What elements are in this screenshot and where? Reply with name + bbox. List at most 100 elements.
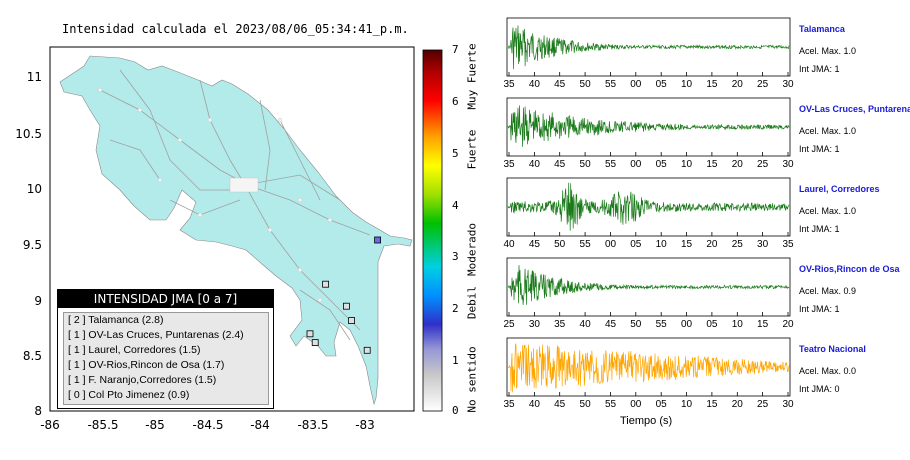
colorbar-tick: 2: [452, 302, 459, 315]
x-tick-label: -83.5: [297, 418, 329, 432]
trace-station-name: Laurel, Corredores: [799, 184, 880, 194]
waveform-tick-label: 20: [731, 159, 743, 170]
y-tick-label: 8: [34, 404, 42, 418]
x-tick-label: -83: [355, 418, 375, 432]
waveform-tick-label: 00: [630, 399, 642, 410]
trace-acel-max: Acel. Max. 0.9: [799, 286, 857, 296]
waveform-tick-label: 55: [604, 399, 617, 410]
legend-list: [ 2 ] Talamanca (2.8) [ 1 ] OV-Las Cruce…: [63, 312, 269, 405]
waveform-trace: [507, 265, 790, 305]
waveform-tick-label: 35: [503, 399, 515, 410]
colorbar-tick: 5: [452, 147, 459, 160]
waveform-tick-label: 00: [680, 319, 693, 330]
waveform-tick-label: 10: [680, 399, 693, 410]
y-tick-label: 10.5: [15, 127, 42, 141]
legend-item: [ 1 ] OV-Las Cruces, Puntarenas (2.4): [68, 329, 244, 341]
waveform-tick-label: 25: [731, 239, 743, 250]
waveform-tick-label: 55: [604, 159, 617, 170]
waveform-tick-label: 55: [579, 239, 591, 250]
x-tick-label: -85.5: [87, 418, 119, 432]
trace-int-jma: Int JMA: 1: [799, 64, 840, 74]
waveform-trace: [508, 25, 790, 70]
y-tick-label: 10: [26, 182, 42, 196]
waveform-trace: [507, 105, 790, 147]
waveform-tick-label: 25: [757, 79, 769, 90]
waveform-tick-label: 30: [782, 399, 794, 410]
waveform-tick-label: 15: [680, 239, 693, 250]
trace-int-jma: Int JMA: 1: [799, 224, 840, 234]
waveform-tick-label: 40: [503, 239, 515, 250]
waveform-frames: [506, 17, 791, 397]
y-tick-label: 8.5: [22, 349, 42, 363]
waveform-tick-label: 10: [655, 239, 667, 250]
waveform-tick-label: 00: [630, 79, 642, 90]
waveform-tick-label: 45: [604, 319, 617, 330]
colorbar-tick: 1: [452, 354, 459, 367]
trace-acel-max: Acel. Max. 1.0: [799, 126, 857, 136]
station-marker: [311, 339, 319, 347]
station-markers: [306, 236, 382, 354]
waveform-tick-label: 05: [655, 159, 667, 170]
waveform-tick-label: 45: [554, 399, 566, 410]
waveform-tick-label: 40: [579, 319, 591, 330]
legend-item: [ 2 ] Talamanca (2.8): [68, 314, 164, 326]
waveform-tick-label: 50: [579, 399, 591, 410]
waveform-tick-label: 05: [706, 319, 718, 330]
legend-item: [ 1 ] F. Naranjo,Corredores (1.5): [68, 374, 217, 386]
colorbar-category: No sentido: [465, 346, 479, 413]
waveform-tick-label: 10: [731, 319, 743, 330]
trace-station-name: OV-Las Cruces, Puntarenas: [799, 104, 910, 114]
waveform-tick-label: 15: [706, 159, 718, 170]
trace-acel-max: Acel. Max. 1.0: [799, 46, 857, 56]
waveform-tick-label: 05: [630, 239, 642, 250]
station-marker: [348, 317, 356, 325]
waveform-tick-label: 40: [528, 79, 540, 90]
waveform-tick-label: 50: [579, 79, 591, 90]
map-title: Intensidad calculada el 2023/08/06_05:34…: [62, 22, 409, 36]
waveform-trace: [507, 182, 790, 231]
waveform-tick-label: 10: [680, 79, 693, 90]
waveform-tick-label: 20: [731, 399, 743, 410]
waveform-tick-label: 10: [680, 159, 693, 170]
waveform-tick-label: 20: [782, 319, 794, 330]
waveform-tick-label: 00: [604, 239, 617, 250]
station-marker: [306, 330, 314, 338]
station-marker: [342, 302, 350, 310]
colorbar-tick: 6: [452, 95, 459, 108]
x-tick-label: -84: [250, 418, 270, 432]
x-axis-label: Tiempo (s): [620, 415, 673, 427]
waveform-tick-label: 45: [554, 79, 566, 90]
waveform-tick-label: 40: [528, 159, 540, 170]
waveform-tick-label: 35: [782, 239, 794, 250]
waveform-tick-label: 50: [554, 239, 566, 250]
x-tick-label: -86: [40, 418, 60, 432]
waveform-tick-label: 15: [757, 319, 769, 330]
colorbar-tick: 4: [452, 199, 459, 212]
trace-station-name: Teatro Nacional: [799, 344, 866, 354]
legend-title: INTENSIDAD JMA [0 a 7]: [58, 290, 273, 308]
legend-item: [ 1 ] OV-Rios,Rincon de Osa (1.7): [68, 359, 225, 371]
y-tick-label: 9.5: [22, 238, 42, 252]
town-markers: [97, 87, 333, 303]
waveform-tick-label: 15: [706, 79, 718, 90]
colorbar-tick: 3: [452, 250, 459, 263]
waveform-tick-label: 30: [782, 79, 794, 90]
trace-acel-max: Acel. Max. 0.0: [799, 366, 857, 376]
waveform-tick-label: 20: [731, 79, 743, 90]
station-marker: [363, 346, 371, 354]
x-tick-label: -85: [145, 418, 165, 432]
waveform-tick-label: 30: [782, 159, 794, 170]
waveform-tick-label: 15: [706, 399, 718, 410]
waveform-tick-label: 25: [503, 319, 515, 330]
waveform-tick-label: 55: [604, 79, 617, 90]
colorbar-tick: 0: [452, 404, 459, 417]
waveform-tick-label: 05: [655, 399, 667, 410]
trace-station-name: Talamanca: [799, 24, 845, 34]
waveform-tick-label: 45: [528, 239, 540, 250]
legend-item: [ 0 ] Col Pto Jimenez (0.9): [68, 389, 190, 401]
waveform-tick-label: 45: [554, 159, 566, 170]
trace-station-name: OV-Rios,Rincon de Osa: [799, 264, 900, 274]
waveform-tick-label: 35: [503, 159, 515, 170]
waveform-trace: [507, 342, 790, 393]
